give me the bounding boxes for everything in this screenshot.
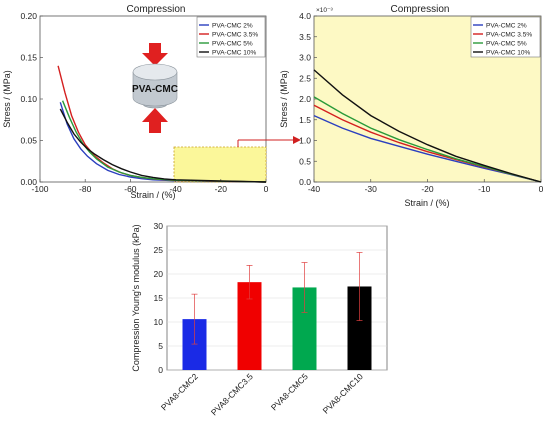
bar-category-label: PVA8-CMC5 — [269, 371, 310, 412]
compression-arrow-bottom-icon — [142, 108, 168, 133]
left-x-tick-label: -40 — [169, 184, 182, 194]
right-x-tick-label: 0 — [539, 184, 544, 194]
zoom-connector-arrow — [237, 136, 301, 147]
left-x-tick-label: -100 — [31, 184, 48, 194]
left-y-tick-label: 0.10 — [20, 94, 37, 104]
left-y-tick-label: 0.20 — [20, 11, 37, 21]
right-axes: -40 -30 -20 -10 0 0.0 0.5 1.0 1.5 2.0 2.5 3.0 3.5 4.0 — [299, 11, 543, 194]
left-legend-label: PVA-CMC 2% — [212, 22, 253, 29]
bar-y-tick-label: 5 — [158, 341, 163, 351]
right-x-axis-label: Strain / (%) — [404, 198, 449, 208]
right-y-tick-label: 0.0 — [299, 177, 311, 187]
left-chart: Compression -100 -80 -60 -40 -20 0 0.00 0.05 0.1… — [2, 4, 269, 200]
right-legend-label: PVA-CMC 3.5% — [486, 31, 532, 38]
left-legend: PVA-CMC 2% PVA-CMC 3.5% PVA-CMC 5% PVA-CMC … — [196, 16, 266, 58]
inset-label: PVA-CMC — [132, 84, 178, 95]
right-chart: Compression ×10⁻³ -40 -30 -20 -10 0 0.0 0.5 1.0… — [279, 4, 544, 208]
right-y-tick-label: 2.5 — [299, 73, 311, 83]
right-y-tick-label: 2.0 — [299, 94, 311, 104]
left-chart-title: Compression — [127, 4, 186, 15]
right-y-multiplier: ×10⁻³ — [316, 7, 333, 14]
left-x-tick-label: -20 — [215, 184, 228, 194]
right-chart-title: Compression — [391, 4, 450, 15]
left-axes: -100 -80 -60 -40 -20 0 0.00 0.05 0.10 0.15 0.20 — [20, 11, 268, 194]
bar-category-label: PVA8-CMC10 — [321, 371, 366, 416]
bar-y-tick-label: 30 — [154, 221, 164, 231]
left-series-lines — [57, 65, 267, 183]
arrow-head-icon — [293, 136, 301, 144]
left-y-tick-label: 0.00 — [20, 177, 37, 187]
left-y-tick-label: 0.15 — [20, 53, 37, 63]
bar-y-tick-label: 25 — [154, 245, 164, 255]
left-legend-label: PVA-CMC 10% — [212, 49, 257, 56]
left-x-tick-label: -80 — [79, 184, 92, 194]
left-x-tick-label: 0 — [264, 184, 269, 194]
right-y-tick-label: 1.0 — [299, 136, 311, 146]
bar-y-axis-label: Compression Young's modulus (kPa) — [131, 224, 141, 371]
left-x-axis-label: Strain / (%) — [130, 190, 175, 200]
right-x-tick-label: -10 — [478, 184, 491, 194]
right-series-line-3 — [313, 69, 542, 183]
right-y-tick-label: 3.0 — [299, 53, 311, 63]
bar-y-tick-label: 20 — [154, 269, 164, 279]
left-x-tick-label: -60 — [124, 184, 137, 194]
right-legend: PVA-CMC 2% PVA-CMC 3.5% PVA-CMC 5% PVA-CMC … — [470, 16, 541, 58]
bar-y-tick-label: 10 — [154, 317, 164, 327]
right-y-tick-label: 0.5 — [299, 156, 311, 166]
cylinder-sample-icon — [132, 71, 178, 107]
sample-illustration: PVA-CMC — [132, 43, 178, 133]
right-legend-label: PVA-CMC 5% — [486, 40, 527, 47]
left-legend-label: PVA-CMC 5% — [212, 40, 253, 47]
bar-category-label: PVA8-CMC3.5 — [209, 371, 255, 417]
right-y-tick-label: 1.5 — [299, 115, 311, 125]
right-series-lines — [313, 69, 542, 183]
bar-series — [182, 252, 372, 370]
bar-chart: 0 5 10 15 20 25 30 PVA8-CMC2 PVA8-CMC3.5 PVA8-CMC… — [131, 221, 388, 417]
right-x-tick-label: -30 — [365, 184, 378, 194]
right-y-tick-label: 4.0 — [299, 11, 311, 21]
right-y-tick-label: 3.5 — [299, 32, 311, 42]
left-y-tick-label: 0.05 — [20, 136, 37, 146]
bar-category-label: PVA8-CMC2 — [159, 371, 200, 412]
right-legend-label: PVA-CMC 2% — [486, 22, 527, 29]
right-y-axis-label: Stress / (MPa) — [279, 70, 289, 128]
bar-y-tick-label: 0 — [158, 365, 163, 375]
right-x-tick-label: -40 — [308, 184, 321, 194]
left-series-line-3 — [59, 108, 267, 183]
right-x-tick-label: -20 — [421, 184, 434, 194]
compression-arrow-top-icon — [142, 43, 168, 66]
zoom-region-highlight — [173, 146, 267, 183]
left-legend-label: PVA-CMC 3.5% — [212, 31, 258, 38]
bar-y-tick-label: 15 — [154, 293, 164, 303]
left-y-axis-label: Stress / (MPa) — [2, 70, 12, 128]
right-legend-label: PVA-CMC 10% — [486, 49, 531, 56]
